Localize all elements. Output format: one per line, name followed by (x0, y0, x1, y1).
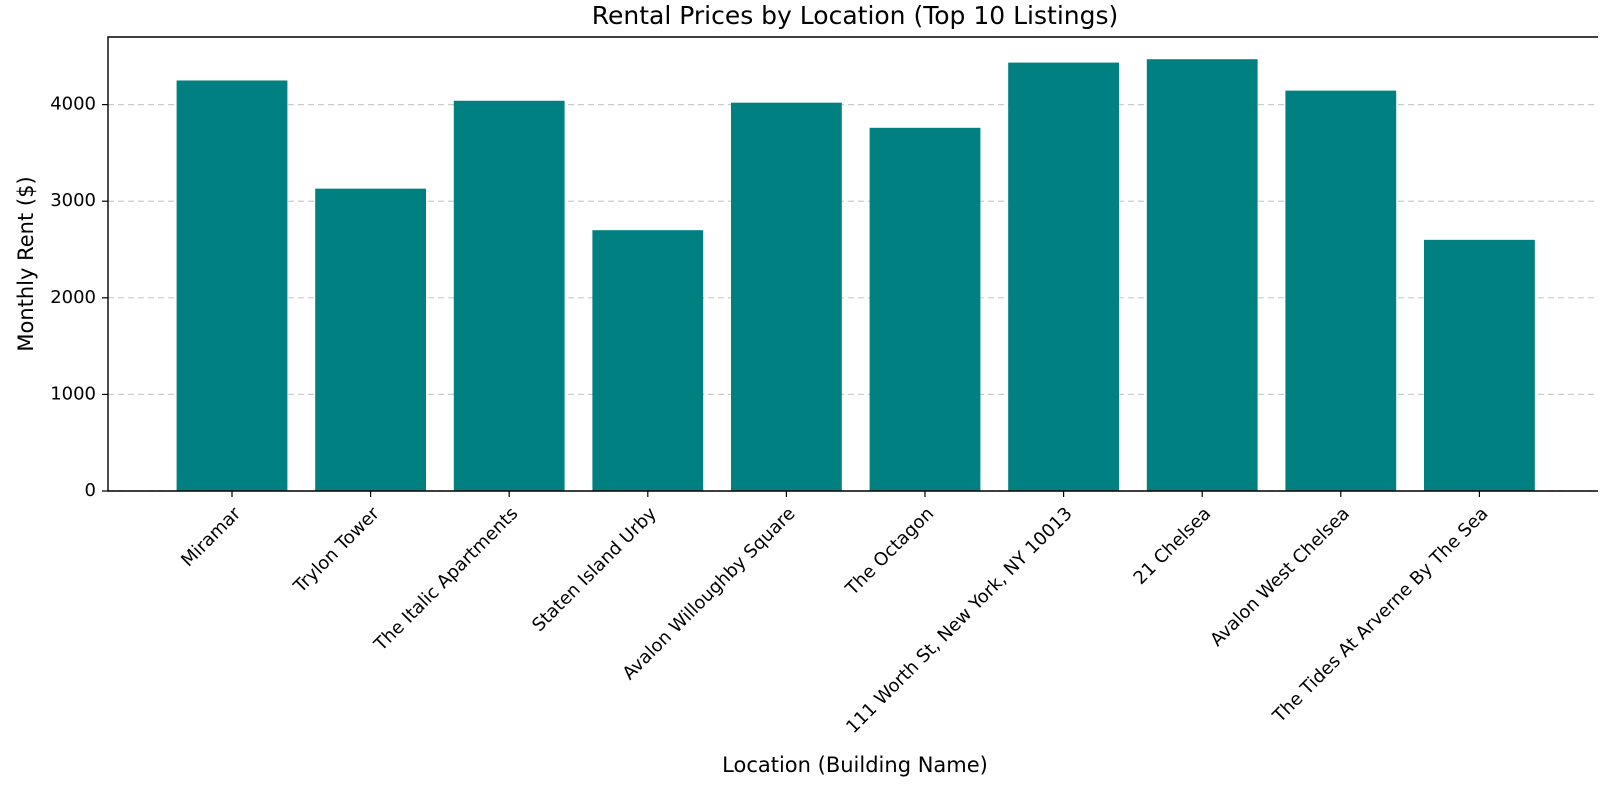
x-tick-label: 111 Worth St, New York, NY 10013 (842, 503, 1077, 738)
bar (592, 230, 704, 492)
y-tick-label: 3000 (50, 190, 96, 211)
y-tick-label: 1000 (50, 383, 96, 404)
x-tick-label: The Tides At Arverne By The Sea (1268, 503, 1492, 727)
y-tick-label: 2000 (50, 287, 96, 308)
y-axis-label: Monthly Rent ($) (14, 176, 38, 351)
x-tick-label: The Octagon (841, 503, 938, 600)
bar (1424, 239, 1535, 491)
x-tick-label: Trylon Tower (289, 503, 384, 598)
x-axis-label: Location (Building Name) (722, 753, 988, 777)
bar (315, 188, 426, 491)
y-tick-label: 0 (85, 480, 96, 501)
chart-title: Rental Prices by Location (Top 10 Listin… (592, 1, 1119, 30)
x-tick-label: Avalon West Chelsea (1206, 503, 1353, 650)
axes-frame (107, 36, 1598, 492)
bar (1146, 59, 1258, 492)
x-tick-label: 21 Chelsea (1130, 503, 1216, 589)
bar (1285, 90, 1397, 491)
x-tick-label: The Italic Apartments (370, 503, 523, 656)
bar (731, 102, 842, 491)
x-tick-label: Staten Island Urby (528, 503, 661, 636)
bar (1008, 62, 1119, 492)
x-tick-label: Miramar (177, 503, 245, 571)
bar (176, 80, 288, 492)
bar (453, 100, 565, 492)
y-tick-label: 4000 (50, 94, 96, 115)
bar (869, 127, 981, 492)
